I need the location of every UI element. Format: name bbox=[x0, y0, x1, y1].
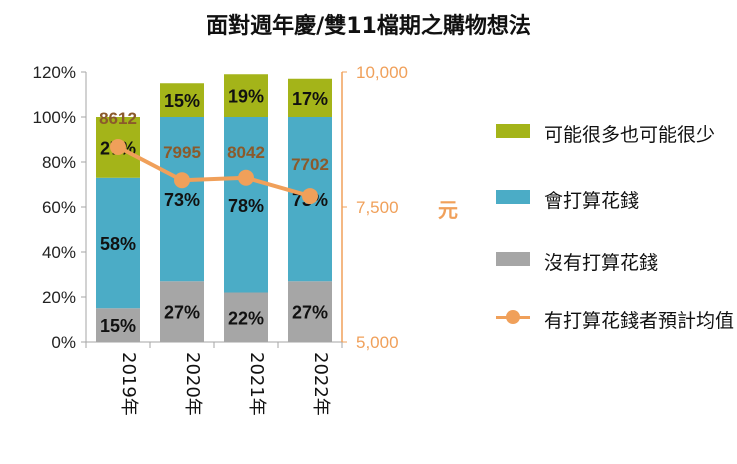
legend-swatch-will bbox=[496, 190, 530, 204]
bar-segment-maybe bbox=[224, 74, 268, 117]
bar-data-label: 19% bbox=[228, 87, 264, 107]
line-data-label: 8042 bbox=[227, 143, 265, 162]
x-tick-label: 2022年 bbox=[310, 352, 331, 416]
y-tick-label: 100% bbox=[33, 108, 76, 127]
y-tick-label: 60% bbox=[42, 198, 76, 217]
y-tick-label: 120% bbox=[33, 63, 76, 82]
bar-data-label: 27% bbox=[292, 303, 328, 323]
bar-data-label: 15% bbox=[164, 91, 200, 111]
y2-axis-unit-label: 元 bbox=[438, 198, 458, 222]
bar-segment-will bbox=[224, 117, 268, 293]
y2-tick-label: 10,000 bbox=[356, 63, 408, 82]
x-tick-label: 2020年 bbox=[182, 352, 203, 416]
x-tick-label: 2021年 bbox=[246, 352, 267, 416]
bar-data-label: 78% bbox=[228, 196, 264, 216]
bar-segment-none bbox=[288, 281, 332, 342]
bar-segment-maybe bbox=[160, 83, 204, 117]
x-tick-label: 2019年 bbox=[118, 352, 139, 416]
legend-item-avg: 有打算花錢者預計均值 bbox=[496, 306, 734, 336]
bar-data-label: 15% bbox=[100, 316, 136, 336]
legend-item-will: 會打算花錢 bbox=[496, 186, 639, 216]
legend-label-avg: 有打算花錢者預計均值 bbox=[544, 310, 735, 332]
bar-data-label: 22% bbox=[228, 308, 264, 328]
legend-line-marker bbox=[496, 306, 530, 328]
bar-segment-none bbox=[224, 292, 268, 342]
legend-swatch-none bbox=[496, 252, 530, 266]
line-series-avg bbox=[117, 145, 311, 199]
line-data-label: 7995 bbox=[163, 143, 201, 162]
y2-tick-label: 7,500 bbox=[356, 198, 399, 217]
bar-data-label: 58% bbox=[100, 234, 136, 254]
line-point-avg bbox=[238, 169, 254, 186]
line-data-label: 8612 bbox=[99, 109, 137, 128]
legend-label-none: 沒有打算花錢 bbox=[544, 252, 659, 274]
bar-segment-none bbox=[96, 308, 140, 342]
chart-title: 面對週年慶/雙11檔期之購物想法 bbox=[206, 14, 531, 39]
bar-data-label: 73% bbox=[164, 190, 200, 210]
line-point-avg bbox=[110, 138, 126, 155]
y-tick-label: 20% bbox=[42, 288, 76, 307]
legend-label-will: 會打算花錢 bbox=[544, 190, 640, 212]
bar-data-label: 27% bbox=[164, 303, 200, 323]
y-tick-label: 40% bbox=[42, 243, 76, 262]
bar-data-label: 17% bbox=[292, 89, 328, 109]
bar-segment-will bbox=[96, 177, 140, 309]
legend-item-maybe: 可能很多也可能很少 bbox=[496, 120, 715, 150]
y-tick-label: 0% bbox=[51, 333, 76, 352]
line-point-avg bbox=[174, 172, 190, 189]
y-tick-label: 80% bbox=[42, 153, 76, 172]
legend-label-maybe: 可能很多也可能很少 bbox=[544, 124, 716, 146]
line-point-avg bbox=[302, 188, 318, 205]
bar-segment-maybe bbox=[288, 78, 332, 117]
bar-segment-none bbox=[160, 281, 204, 342]
legend-swatch-maybe bbox=[496, 124, 530, 138]
line-data-label: 7702 bbox=[291, 155, 329, 174]
legend-item-none: 沒有打算花錢 bbox=[496, 248, 658, 278]
bar-segment-will bbox=[160, 117, 204, 282]
y2-tick-label: 5,000 bbox=[356, 333, 399, 352]
